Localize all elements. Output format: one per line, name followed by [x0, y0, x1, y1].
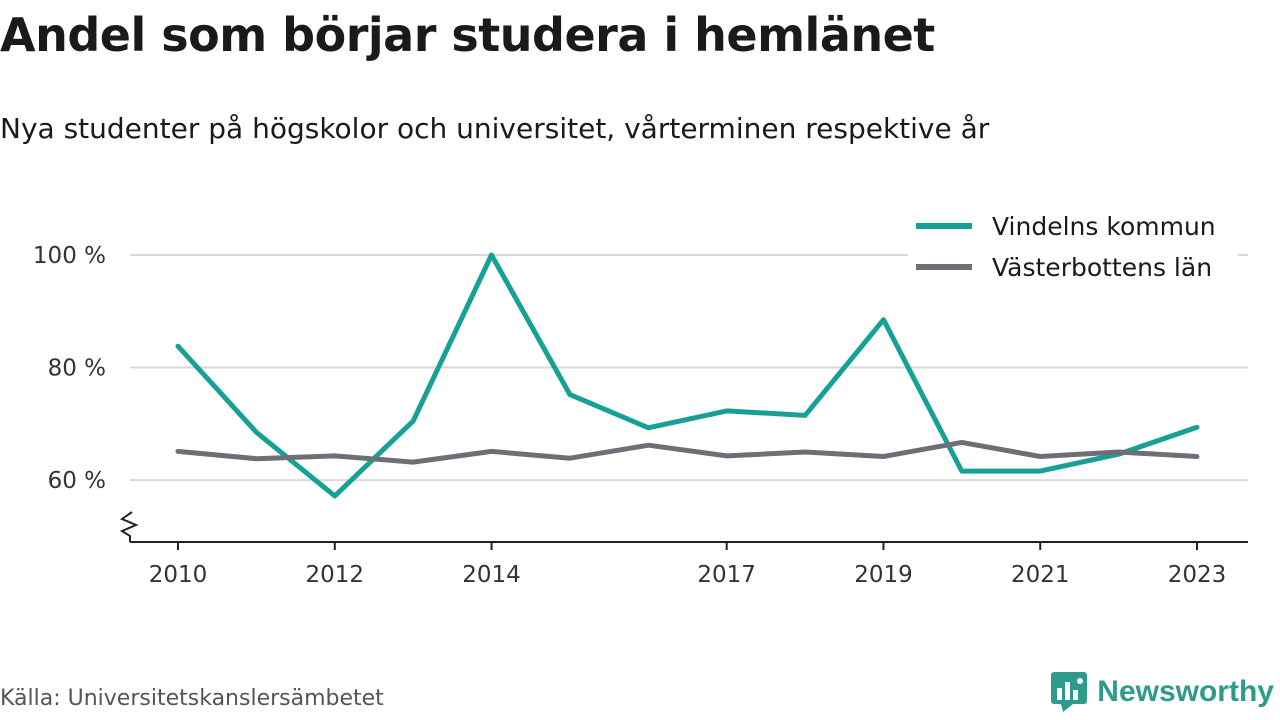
chart-subtitle: Nya studenter på högskolor och universit…	[0, 112, 990, 145]
legend-label-2: Västerbottens län	[992, 253, 1212, 282]
x-axis-ticks: 2010 2012 2014 2017 2019 2021 2023	[149, 542, 1227, 588]
chart-title: Andel som börjar studera i hemlänet	[0, 8, 935, 62]
x-tick-label: 2019	[854, 562, 913, 588]
newsworthy-logo-icon	[1051, 672, 1088, 712]
x-tick-label: 2023	[1168, 562, 1227, 588]
brand-logo: Newsworthy	[1051, 672, 1274, 712]
line-chart: 60 %80 %100 % 2010 2012 2014 2017 2019 2021 20…	[32, 207, 1248, 588]
x-tick-label: 2010	[149, 562, 208, 588]
x-tick-label: 2017	[697, 562, 756, 588]
legend: Vindelns kommun Västerbottens län	[908, 207, 1238, 284]
axes	[119, 511, 1248, 543]
brand-name: Newsworthy	[1097, 675, 1274, 708]
gridlines	[130, 254, 1248, 482]
series-line-1	[175, 252, 1200, 499]
x-tick-label: 2012	[305, 562, 364, 588]
legend-label-1: Vindelns kommun	[992, 212, 1216, 241]
y-tick-label: 80 %	[48, 356, 106, 382]
y-axis-break	[119, 511, 139, 542]
y-axis-ticks: 60 % 80 % 100 %	[33, 243, 106, 494]
series-line-2	[175, 439, 1200, 465]
x-tick-label: 2021	[1011, 562, 1070, 588]
source-note: Källa: Universitetskanslersämbetet	[0, 686, 384, 711]
y-tick-label: 60 %	[48, 468, 106, 494]
x-tick-label: 2014	[462, 562, 521, 588]
y-tick-label: 100 %	[33, 243, 106, 269]
series-lines	[175, 252, 1200, 499]
